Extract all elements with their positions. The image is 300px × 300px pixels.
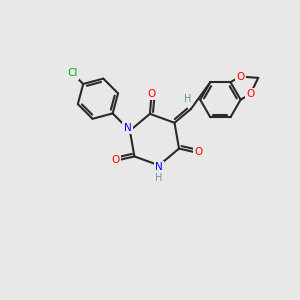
Text: O: O: [147, 89, 155, 99]
Text: H: H: [184, 94, 192, 103]
Text: O: O: [194, 147, 202, 157]
Text: O: O: [111, 155, 119, 165]
Text: H: H: [155, 173, 163, 183]
Text: N: N: [155, 162, 163, 172]
Text: O: O: [246, 89, 254, 99]
Text: Cl: Cl: [68, 68, 78, 79]
Text: N: N: [124, 123, 131, 133]
Text: O: O: [236, 71, 244, 82]
